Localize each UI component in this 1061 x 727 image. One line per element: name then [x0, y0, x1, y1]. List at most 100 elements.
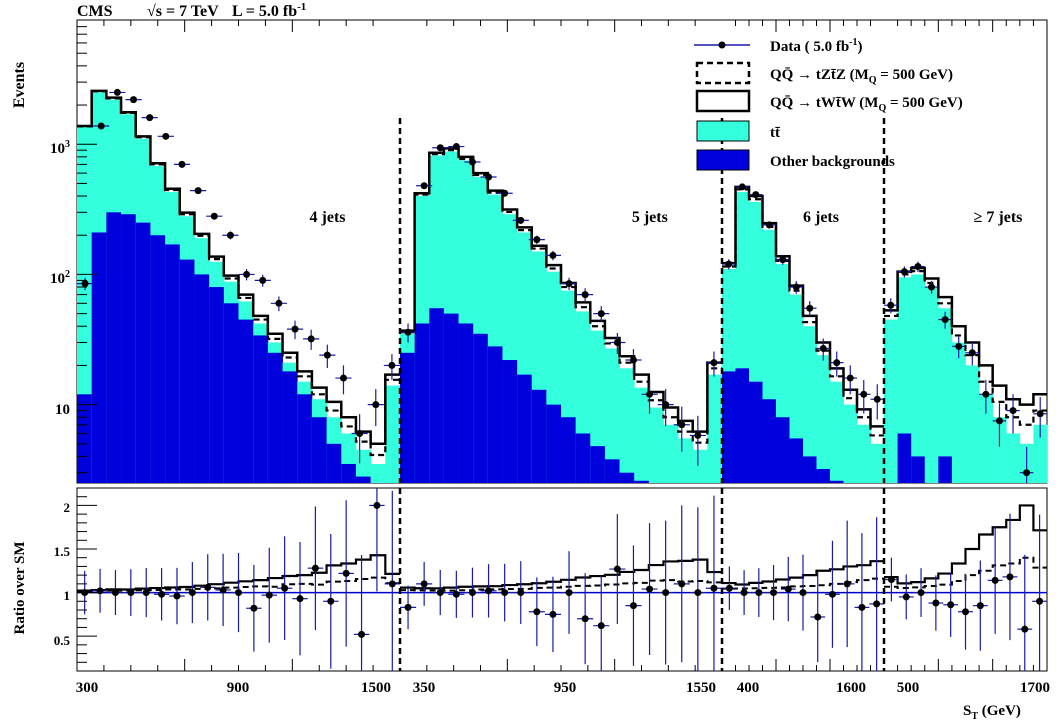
tztz-signal-line	[400, 149, 722, 444]
other-bkg-bin	[400, 352, 416, 483]
other-bkg-bin	[634, 480, 650, 483]
legend: Data ( 5.0 fb-1) QQ̄ → tZt̄Z (MQ = 500 G…	[694, 37, 963, 171]
data-point	[581, 291, 589, 299]
data-point	[968, 349, 976, 357]
other-bkg-bin	[267, 352, 283, 483]
ttbar-bin	[816, 355, 831, 483]
data-point	[900, 268, 908, 276]
other-bkg-bin	[341, 463, 357, 483]
data-point	[372, 401, 380, 409]
svg-text:tt̄: tt̄	[770, 125, 781, 141]
legend-tztz: QQ̄ → tZt̄Z (MQ = 500 GeV)	[695, 61, 953, 86]
ratio-point	[127, 589, 135, 597]
ratio-point	[327, 597, 335, 605]
ttbar-bin	[843, 404, 858, 483]
ttbar-bin	[678, 438, 694, 483]
data-point	[549, 251, 557, 259]
ttbar-bin	[951, 342, 966, 483]
lumi-label: L = 5.0 fb-1	[232, 1, 306, 20]
ratio-axis-title: Ratio over SM	[12, 541, 28, 634]
ratio-point	[917, 589, 925, 597]
data-point	[146, 114, 154, 122]
x-tick-label: 1700	[1020, 680, 1050, 696]
ratio-twtw-line	[884, 504, 1047, 585]
ratio-tztz-line	[400, 579, 722, 592]
ttbar-bin	[707, 374, 723, 483]
ratio-point	[452, 590, 460, 598]
ratio-point	[173, 592, 181, 600]
ratio-point	[219, 586, 227, 594]
data-point	[162, 132, 170, 140]
ratio-plot: 0.5 1 1.5 2	[54, 487, 1048, 672]
ratio-point	[420, 580, 428, 588]
ttbar-bin	[897, 277, 912, 483]
ttbar-bin	[870, 443, 885, 483]
data-point	[339, 374, 347, 382]
ttbar-bin	[590, 330, 606, 483]
ttbar-bin	[830, 381, 844, 483]
ratio-point	[235, 589, 242, 597]
other-bkg-bin	[816, 469, 831, 483]
panel-label-6jets: 6 jets	[803, 209, 839, 226]
data-point	[210, 212, 218, 220]
ttbar-bin	[634, 387, 650, 483]
svg-text:Other backgrounds: Other backgrounds	[770, 154, 895, 170]
data-point	[226, 231, 234, 239]
data-point	[97, 122, 105, 130]
ratio-separators	[398, 488, 886, 671]
ttbar-bin	[979, 394, 994, 483]
y-tick-label-100: 102	[50, 269, 70, 287]
x-tick-label: 400	[737, 680, 760, 696]
main-plot: 4 jets 5 jets 6 jets ≥ 7 jets 10 102 103	[50, 19, 1048, 484]
ratio-point	[887, 576, 895, 583]
ttbar-bin	[992, 417, 1007, 483]
ratio-point	[1006, 573, 1014, 581]
data-point	[752, 191, 760, 199]
other-bkg-bin	[830, 480, 844, 483]
ratio-point	[581, 615, 589, 623]
ratio-point	[468, 589, 476, 597]
ratio-point	[962, 608, 969, 616]
data-point	[356, 429, 364, 437]
y-axis-title: Events	[11, 62, 28, 108]
data-point	[388, 361, 396, 369]
other-bkg-bin	[355, 476, 372, 483]
data-point	[914, 263, 922, 271]
x-tick-label: 500	[897, 680, 920, 696]
ratio-point	[770, 589, 778, 597]
data-point	[517, 216, 525, 224]
x-tick-label: 1500	[361, 680, 391, 696]
panel-label-7jets: ≥ 7 jets	[974, 209, 1023, 226]
jet-bin-separators	[398, 118, 886, 483]
data-point	[995, 417, 1003, 425]
ratio-point	[932, 599, 940, 607]
ratio-point	[597, 622, 605, 630]
data-point	[779, 256, 787, 264]
data-point	[485, 173, 493, 181]
ttbar-bin	[692, 449, 708, 483]
legend-twtw: QQ̄ → tWt̄W (MQ = 500 GeV)	[695, 89, 963, 114]
histograms	[77, 89, 1048, 484]
ratio-tick-0.5: 0.5	[54, 633, 71, 648]
x-tick-labels: 300 900 1500 350 950 1550 400 1600 500 1…	[76, 680, 1050, 696]
ratio-tick-1: 1	[64, 588, 71, 603]
y-tick-label-10: 10	[55, 402, 70, 418]
data-point	[941, 316, 949, 324]
ratio-point	[358, 630, 366, 638]
data-point	[501, 189, 509, 197]
other-bkg-bin	[789, 438, 804, 483]
other-bkg-bin	[911, 456, 926, 483]
ratio-point	[784, 585, 792, 593]
ratio-point	[678, 580, 686, 588]
ratio-point	[710, 584, 718, 592]
ttbar-bin	[965, 365, 980, 483]
data-point	[694, 431, 702, 439]
data-point	[1023, 469, 1031, 477]
data-point	[452, 143, 460, 151]
other-bkg-bin	[722, 371, 736, 483]
data-point	[678, 421, 686, 429]
ratio-point	[613, 565, 621, 573]
other-bkg-bin	[575, 433, 591, 483]
data-point	[1036, 410, 1044, 418]
